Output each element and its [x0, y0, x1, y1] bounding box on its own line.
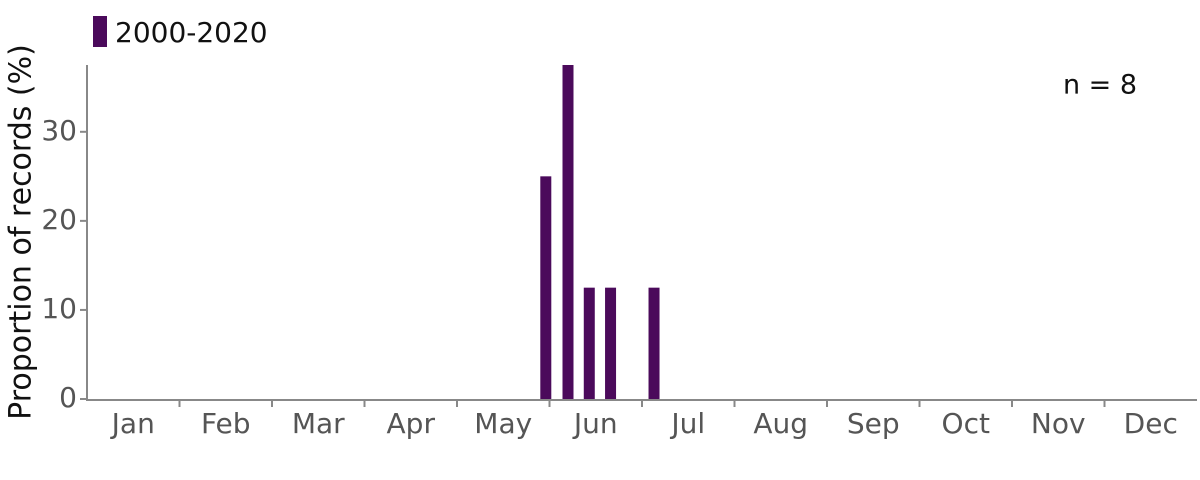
y-tick-label: 10 — [41, 292, 77, 325]
x-tick-label: Feb — [201, 407, 251, 440]
legend-label: 2000-2020 — [115, 16, 268, 49]
x-tick-label: Jul — [669, 407, 705, 440]
x-tick-label: Aug — [753, 407, 808, 440]
y-tick-label: 0 — [59, 381, 77, 414]
x-tick-label: May — [474, 407, 532, 440]
bar — [562, 65, 574, 399]
x-tick-label: Oct — [942, 407, 990, 440]
bar — [540, 176, 552, 399]
y-tick-label: 20 — [41, 203, 77, 236]
bar — [648, 287, 660, 399]
x-tick-label: Jan — [110, 407, 155, 440]
x-tick-label: Dec — [1124, 407, 1178, 440]
bar — [583, 287, 595, 399]
x-tick-label: Apr — [387, 407, 436, 440]
x-tick-label: Nov — [1031, 407, 1086, 440]
x-tick-label: Sep — [847, 407, 900, 440]
bar — [605, 287, 617, 399]
legend-swatch — [93, 16, 107, 47]
y-axis-label: Proportion of records (%) — [4, 44, 39, 420]
y-tick-label: 30 — [41, 114, 77, 147]
annotation: n = 8 — [1063, 70, 1137, 101]
x-tick-label: Jun — [572, 407, 618, 440]
x-tick-label: Mar — [292, 407, 345, 440]
